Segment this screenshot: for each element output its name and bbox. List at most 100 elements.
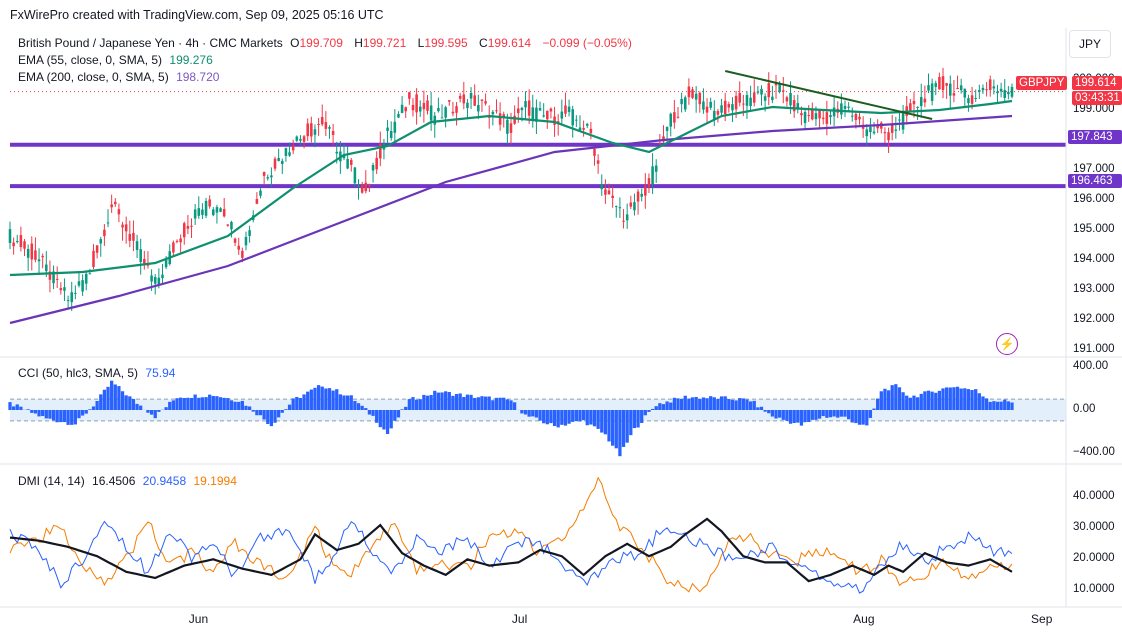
lightning-icon[interactable]: ⚡: [996, 333, 1018, 355]
candle-body: [310, 123, 313, 137]
candle-body: [974, 97, 977, 99]
candle-body: [524, 101, 527, 108]
cci-bar: [422, 394, 426, 410]
cci-bar: [821, 410, 825, 417]
candle-body: [647, 178, 651, 187]
candle-body: [673, 112, 676, 123]
cci-bar: [679, 398, 684, 410]
symbol-title[interactable]: British Pound / Japanese Yen · 4h · CMC …: [18, 36, 283, 50]
candle-body: [45, 264, 48, 272]
candle: [901, 104, 905, 134]
candle: [843, 100, 847, 118]
candle-body: [970, 95, 974, 104]
candle: [8, 221, 12, 250]
dmi-legend[interactable]: DMI (14, 14) 16.4506 20.9458 19.1994: [18, 474, 241, 488]
candle: [883, 127, 887, 144]
candle: [386, 119, 389, 144]
cci-bar: [756, 407, 760, 410]
candle: [651, 153, 654, 194]
cci-bar: [436, 392, 441, 410]
cci-bar: [738, 398, 742, 410]
candle-body: [858, 116, 861, 120]
candle-body: [981, 87, 985, 91]
candle-body: [139, 249, 142, 262]
candle-body: [571, 109, 574, 126]
candle-body: [360, 185, 364, 193]
cci-bar: [88, 409, 92, 410]
cci-bar: [650, 408, 655, 410]
candle: [55, 266, 59, 288]
candle-body: [589, 128, 593, 134]
candle: [233, 237, 237, 247]
candle-body: [480, 99, 484, 101]
trendline-layer[interactable]: [724, 70, 933, 120]
cci-bar: [469, 394, 473, 410]
candle-body: [99, 239, 103, 244]
cci-bar: [908, 397, 912, 410]
ema55-legend[interactable]: EMA (55, close, 0, SMA, 5) 199.276: [18, 53, 217, 67]
cci-bar: [981, 396, 985, 410]
candle: [887, 127, 890, 153]
candle-body: [473, 95, 476, 106]
candle-body: [774, 82, 778, 86]
candle-body: [549, 108, 553, 112]
candle-body: [850, 115, 854, 117]
cci-label: CCI (50, hlc3, SMA, 5): [18, 366, 139, 380]
currency-button[interactable]: JPY: [1069, 30, 1111, 58]
candle-body: [484, 101, 487, 104]
candle: [244, 231, 248, 251]
candle: [967, 94, 970, 112]
candle-body: [201, 209, 204, 215]
ema200-legend[interactable]: EMA (200, close, 0, SMA, 5) 198.720: [18, 70, 223, 84]
cci-bar: [596, 410, 600, 429]
candle: [546, 110, 549, 129]
candle-body: [226, 224, 230, 226]
candle-body: [219, 208, 222, 212]
candle: [720, 98, 723, 116]
candle-body: [516, 108, 520, 114]
cci-bar: [425, 395, 430, 410]
main-legend: British Pound / Japanese Yen · 4h · CMC …: [18, 36, 636, 50]
cci-bar: [385, 410, 390, 435]
candle-body: [418, 106, 422, 112]
cci-tick-label: 0.00: [1073, 403, 1096, 415]
candle-body: [451, 111, 455, 114]
open-value: 199.709: [299, 36, 343, 50]
cci-bar: [948, 387, 952, 410]
candle: [208, 195, 211, 209]
cci-bar: [698, 398, 702, 410]
candle-body: [172, 242, 175, 253]
ema55-label: EMA (55, close, 0, SMA, 5): [18, 53, 163, 67]
candle-body: [458, 95, 462, 99]
candle-body: [190, 225, 193, 227]
candle: [916, 106, 919, 121]
cci-bar: [1010, 402, 1014, 410]
cci-bar: [527, 410, 531, 417]
candle-body: [702, 101, 705, 110]
candle-body: [411, 104, 415, 111]
candle: [291, 139, 295, 155]
candle: [644, 173, 647, 209]
candle: [397, 111, 400, 119]
candle: [1003, 79, 1007, 102]
cci-bar: [204, 397, 208, 410]
cci-bar: [730, 399, 735, 410]
cci-tick-label: −400.00: [1073, 446, 1115, 459]
cci-legend[interactable]: CCI (50, hlc3, SMA, 5) 75.94: [18, 366, 179, 380]
candle-body: [778, 84, 781, 92]
candle-body: [132, 232, 135, 241]
candle: [132, 220, 135, 252]
cci-bar: [923, 391, 927, 410]
candle: [66, 295, 70, 309]
candle-body: [331, 131, 335, 135]
cci-bar: [607, 410, 611, 442]
cci-bar: [890, 385, 894, 410]
candle: [204, 197, 208, 219]
cci-bar: [632, 410, 637, 429]
candle-body: [992, 86, 996, 89]
cci-bar: [846, 410, 851, 420]
candle-body: [782, 90, 785, 92]
cci-bar: [62, 410, 67, 423]
candle: [716, 108, 720, 123]
